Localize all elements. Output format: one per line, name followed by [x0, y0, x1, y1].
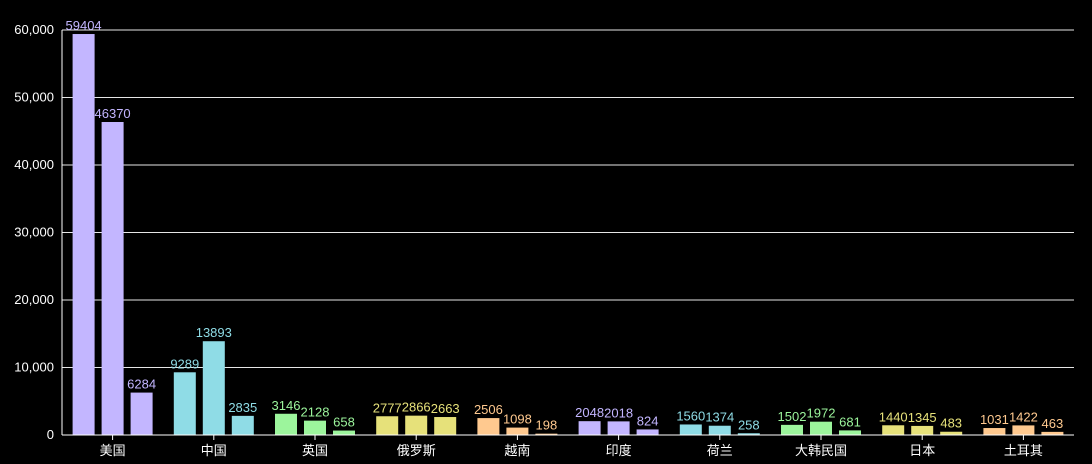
data-label: 681 [839, 414, 861, 429]
x-tick-label: 荷兰 [707, 443, 733, 458]
x-tick-label: 英国 [302, 443, 328, 458]
bar [810, 421, 832, 435]
bar [231, 415, 254, 435]
data-label: 658 [333, 415, 355, 430]
data-label: 1374 [705, 410, 734, 425]
data-label: 2866 [402, 400, 431, 415]
data-label: 2777 [373, 400, 402, 415]
data-label: 59404 [66, 18, 102, 33]
bar [737, 433, 760, 435]
bar [304, 420, 326, 435]
data-label: 3146 [272, 398, 301, 413]
data-label: 2128 [301, 405, 330, 420]
bar [983, 428, 1006, 435]
data-label: 198 [536, 418, 558, 433]
x-tick-label: 印度 [606, 443, 632, 458]
bar [72, 34, 95, 435]
data-label: 1972 [807, 406, 836, 421]
y-tick-label: 30,000 [14, 225, 54, 240]
data-label: 258 [738, 417, 760, 432]
data-label: 824 [637, 413, 659, 428]
data-label: 483 [940, 416, 962, 431]
x-tick-label: 越南 [504, 443, 530, 458]
bar [535, 433, 558, 435]
y-tick-label: 0 [47, 427, 54, 442]
bar [506, 427, 529, 435]
bar [1041, 431, 1064, 435]
data-label: 6284 [127, 377, 156, 392]
bar [679, 424, 702, 435]
data-label: 1440 [879, 409, 908, 424]
data-label: 2506 [474, 402, 503, 417]
data-label: 1031 [980, 412, 1009, 427]
data-label: 2048 [575, 405, 604, 420]
y-tick-label: 20,000 [14, 292, 54, 307]
bar [1012, 425, 1035, 435]
bar [708, 425, 731, 435]
data-label: 463 [1042, 416, 1064, 431]
y-tick-label: 50,000 [14, 90, 54, 105]
bar [130, 392, 153, 435]
data-label: 1098 [503, 412, 532, 427]
x-tick-label: 大韩民国 [795, 443, 847, 458]
bar [911, 425, 934, 435]
x-tick-label: 土耳其 [1004, 443, 1043, 458]
bar [405, 415, 428, 435]
bars [72, 34, 1064, 435]
data-label: 9289 [170, 356, 199, 371]
bar [477, 418, 500, 435]
x-tick-label: 俄罗斯 [397, 443, 436, 458]
bar [202, 341, 225, 435]
gridlines [62, 29, 1074, 368]
bar [333, 430, 355, 435]
bar [940, 431, 963, 435]
axes: 0 10,000 20,000 30,000 40,000 50,000 60,000 美国 中… [14, 22, 1074, 458]
data-label: 46370 [95, 106, 131, 121]
data-label: 1345 [908, 410, 937, 425]
x-tick-label: 日本 [909, 443, 935, 458]
bar [636, 429, 659, 435]
data-label: 2663 [431, 401, 460, 416]
data-label: 1502 [778, 409, 807, 424]
bar [376, 416, 399, 435]
x-tick-label: 美国 [100, 443, 126, 458]
bar [882, 425, 905, 435]
bar [578, 421, 601, 435]
x-tick-label: 中国 [201, 443, 227, 458]
data-label: 2835 [228, 400, 257, 415]
bar [434, 417, 457, 435]
data-label: 13893 [196, 325, 232, 340]
data-label: 1560 [676, 408, 705, 423]
y-tick-label: 10,000 [14, 360, 54, 375]
bar [101, 122, 124, 435]
bar [173, 372, 196, 435]
bar [607, 421, 630, 435]
data-label: 2018 [604, 405, 633, 420]
data-label: 1422 [1009, 409, 1038, 424]
bar [275, 413, 297, 435]
bar [839, 430, 861, 435]
y-tick-label: 60,000 [14, 22, 54, 37]
y-tick-label: 40,000 [14, 157, 54, 172]
bar [781, 424, 803, 435]
